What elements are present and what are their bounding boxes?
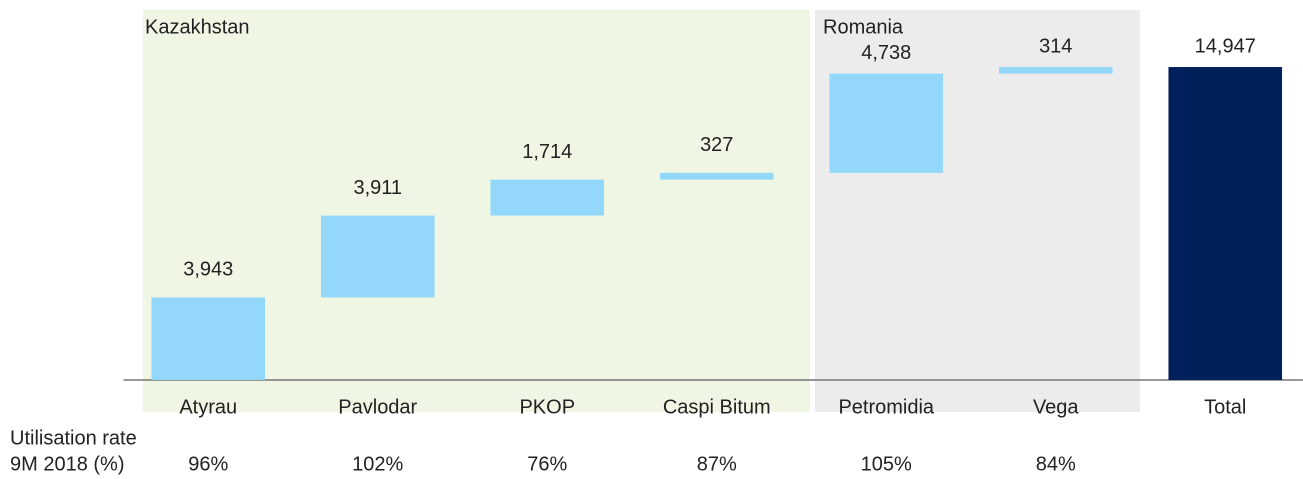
bar bbox=[151, 297, 266, 380]
x-tick-label: Total bbox=[1204, 396, 1246, 418]
x-tick-label: Caspi Bitum bbox=[663, 396, 771, 418]
bar bbox=[320, 215, 435, 298]
value-label: 4,738 bbox=[861, 42, 911, 64]
value-label: 3,943 bbox=[183, 259, 233, 281]
group-label: Kazakhstan bbox=[145, 16, 250, 38]
bar bbox=[659, 172, 774, 180]
x-tick-label: Atyrau bbox=[179, 396, 237, 418]
utilisation-rate: 96% bbox=[188, 453, 228, 475]
value-label: 1,714 bbox=[522, 141, 572, 163]
utilisation-rate: 105% bbox=[861, 453, 912, 475]
bar bbox=[829, 73, 944, 173]
utilisation-rate: 102% bbox=[352, 453, 403, 475]
utilisation-subtitle: 9M 2018 (%) bbox=[10, 453, 125, 475]
backgrounds bbox=[143, 10, 1140, 412]
x-tick-label: Pavlodar bbox=[338, 396, 417, 418]
x-tick-label: PKOP bbox=[519, 396, 575, 418]
x-tick-label: Petromidia bbox=[838, 396, 934, 418]
x-tick-label: Vega bbox=[1033, 396, 1079, 418]
value-label: 314 bbox=[1039, 35, 1072, 57]
bar bbox=[998, 67, 1113, 74]
utilisation-rate: 76% bbox=[527, 453, 567, 475]
value-label: 3,911 bbox=[353, 177, 402, 199]
utilisation-title: Utilisation rate bbox=[10, 427, 137, 449]
total-bar bbox=[1168, 67, 1283, 381]
utilisation-rate: 84% bbox=[1036, 453, 1076, 475]
bar bbox=[490, 179, 605, 216]
value-label: 14,947 bbox=[1195, 35, 1256, 57]
value-label: 327 bbox=[700, 134, 733, 156]
group-label: Romania bbox=[823, 16, 904, 38]
utilisation-rate: 87% bbox=[697, 453, 737, 475]
